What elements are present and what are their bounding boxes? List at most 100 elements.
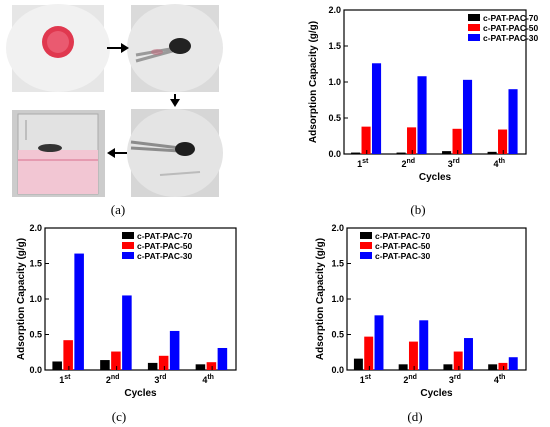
bar-c-PAT-PAC-70-4th [195, 364, 206, 370]
bar-c-PAT-PAC-70-1st [351, 152, 361, 154]
x-tick-label: 3rd [154, 374, 166, 385]
legend-swatch [360, 232, 372, 239]
x-axis-label: Cycles [420, 388, 453, 399]
legend-swatch [468, 34, 480, 41]
bar-c-PAT-PAC-50-1st [361, 126, 371, 154]
x-tick-label: 2nd [106, 374, 120, 385]
bar-c-PAT-PAC-50-4th [206, 362, 217, 370]
y-tick-label: 1.5 [328, 41, 341, 51]
bar-c-PAT-PAC-50-2nd [111, 351, 121, 370]
x-tick-label: 1st [360, 374, 372, 385]
bar-c-PAT-PAC-30-3rd [169, 330, 180, 370]
y-tick-label: 0.0 [328, 149, 341, 159]
legend-swatch [360, 242, 372, 249]
bar-c-PAT-PAC-50-3rd [158, 355, 169, 370]
photo-sponge-tweezers [127, 4, 223, 92]
panel-label-a: (a) [111, 202, 125, 217]
bar-c-PAT-PAC-70-4th [487, 151, 497, 154]
bar-c-PAT-PAC-50-3rd [453, 351, 463, 370]
legend-label: c-PAT-PAC-50 [375, 241, 431, 251]
legend-label: c-PAT-PAC-70 [375, 231, 431, 241]
legend-swatch [122, 252, 134, 259]
photo-beaker [12, 110, 105, 197]
legend-swatch [468, 24, 480, 31]
legend-label: c-PAT-PAC-30 [375, 251, 431, 261]
bar-c-PAT-PAC-50-4th [498, 129, 508, 154]
chart-c: 0.0 0.5 1.0 1.5 2.0 1st 2nd 3rd 4th Cycles Adsorpt… [16, 223, 237, 399]
bar-c-PAT-PAC-70-2nd [100, 360, 110, 370]
x-axis-label: Cycles [124, 388, 157, 399]
y-tick-label: 0.0 [331, 365, 344, 375]
y-tick-label: 0.5 [331, 330, 344, 340]
legend-swatch [360, 252, 372, 259]
y-tick-label: 2.0 [331, 223, 344, 233]
legend-label: c-PAT-PAC-50 [483, 23, 539, 33]
legend-label: c-PAT-PAC-30 [483, 33, 539, 43]
bar-c-PAT-PAC-30-3rd [462, 79, 473, 154]
bar-c-PAT-PAC-30-2nd [419, 320, 429, 370]
photo-dye-dish [6, 4, 110, 92]
bar-c-PAT-PAC-30-2nd [417, 76, 427, 154]
bar-c-PAT-PAC-70-3rd [443, 364, 453, 370]
bar-c-PAT-PAC-50-3rd [452, 128, 462, 154]
bar-c-PAT-PAC-70-2nd [398, 364, 408, 370]
y-tick-label: 1.5 [29, 259, 42, 269]
bar-c-PAT-PAC-70-4th [488, 364, 498, 370]
bar-c-PAT-PAC-70-3rd [442, 151, 452, 154]
legend-label: c-PAT-PAC-50 [137, 241, 193, 251]
plot-frame [346, 227, 527, 371]
y-axis-label: Adsorption Capacity (g/g) [315, 238, 326, 360]
y-tick-label: 1.0 [29, 294, 42, 304]
bar-c-PAT-PAC-70-1st [353, 358, 363, 370]
panel-label-c: (c) [112, 409, 126, 424]
bar-c-PAT-PAC-30-3rd [464, 338, 473, 370]
x-tick-label: 2nd [403, 374, 417, 385]
bar-c-PAT-PAC-30-2nd [122, 295, 132, 370]
panel-label-d: (d) [407, 409, 422, 424]
x-tick-label: 4th [494, 374, 506, 385]
legend-label: c-PAT-PAC-70 [483, 13, 539, 23]
y-axis-label: Adsorption Capacity (g/g) [308, 21, 319, 143]
arrow-right-icon [121, 43, 129, 53]
x-tick-label: 2nd [401, 158, 415, 169]
legend-swatch [122, 242, 134, 249]
y-tick-label: 2.0 [328, 5, 341, 15]
bar-c-PAT-PAC-30-4th [217, 347, 228, 370]
y-tick-label: 0.5 [29, 330, 42, 340]
x-axis-label: Cycles [419, 172, 452, 183]
x-tick-label: 3rd [449, 374, 461, 385]
legend-swatch [468, 14, 480, 21]
bar-c-PAT-PAC-30-1st [371, 63, 382, 154]
chart-b: 0.0 0.5 1.0 1.5 2.0 1st 2nd 3rd 4th Cycles Adsorpt… [308, 5, 539, 183]
y-tick-label: 1.5 [331, 259, 344, 269]
y-tick-label: 0.5 [328, 113, 341, 123]
bar-c-PAT-PAC-50-1st [364, 336, 374, 370]
bar-c-PAT-PAC-50-2nd [407, 127, 417, 154]
x-tick-label: 3rd [448, 158, 460, 169]
bar-c-PAT-PAC-30-4th [508, 89, 518, 154]
bar-c-PAT-PAC-50-4th [498, 362, 508, 370]
bar-c-PAT-PAC-30-1st [74, 253, 84, 370]
y-tick-label: 0.0 [29, 365, 42, 375]
photo-sponge-after [127, 109, 223, 197]
bar-c-PAT-PAC-50-1st [63, 340, 73, 370]
photo-panel-a: (a) [6, 4, 223, 217]
legend-label: c-PAT-PAC-30 [137, 251, 193, 261]
y-tick-label: 2.0 [29, 223, 42, 233]
x-tick-label: 1st [357, 158, 369, 169]
bar-c-PAT-PAC-70-3rd [147, 362, 158, 370]
arrows [107, 43, 180, 158]
chart-d: 0.0 0.5 1.0 1.5 2.0 1st 2nd 3rd 4th Cycles Adsorpt… [315, 223, 527, 399]
arrow-down-icon [170, 99, 180, 107]
bar-c-PAT-PAC-70-1st [52, 361, 62, 370]
y-tick-label: 1.0 [328, 77, 341, 87]
panel-label-b: (b) [410, 202, 425, 217]
x-tick-label: 4th [493, 158, 505, 169]
bar-c-PAT-PAC-50-2nd [408, 341, 418, 370]
legend-swatch [122, 232, 134, 239]
legend-label: c-PAT-PAC-70 [137, 231, 193, 241]
arrow-left-icon [107, 148, 115, 158]
y-tick-label: 1.0 [331, 294, 344, 304]
bar-c-PAT-PAC-30-1st [374, 315, 384, 370]
